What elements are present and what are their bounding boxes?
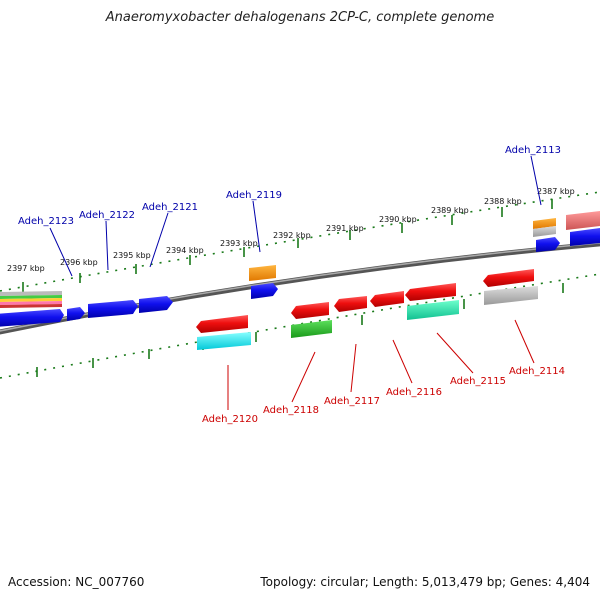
gene-arrow xyxy=(0,309,64,327)
feature-grey xyxy=(533,226,556,237)
kbp-label: 2389 kbp xyxy=(431,206,469,215)
gene-arrow xyxy=(405,283,456,301)
outer-major-ticks xyxy=(22,199,553,292)
forward-gene-arrows xyxy=(0,228,600,327)
gene-label-adeh-2120: Adeh_2120 xyxy=(202,414,258,425)
gene-arrow xyxy=(139,296,173,313)
kbp-label: 2393 kbp xyxy=(220,239,258,248)
kbp-label: 2390 kbp xyxy=(379,215,417,224)
gene-arrow xyxy=(570,228,600,246)
feature-orange xyxy=(249,265,276,281)
forward-label-leaders xyxy=(49,155,542,277)
accession-text: Accession: NC_007760 xyxy=(8,575,145,589)
gene-label-adeh-2123: Adeh_2123 xyxy=(18,216,74,227)
gene-label-adeh-2122: Adeh_2122 xyxy=(79,210,135,221)
gene-arrow xyxy=(196,315,248,333)
kbp-label: 2388 kbp xyxy=(484,197,522,206)
feature-stack-left xyxy=(0,291,62,308)
feature-green xyxy=(291,320,332,338)
gene-label-adeh-2116: Adeh_2116 xyxy=(386,387,442,398)
outer-tick-ruler xyxy=(0,191,600,292)
gene-label-adeh-2113: Adeh_2113 xyxy=(505,145,561,156)
kbp-label: 2391 kbp xyxy=(326,224,364,233)
gene-arrow xyxy=(370,291,404,307)
feature-orange xyxy=(533,218,556,229)
kbp-label: 2387 kbp xyxy=(537,187,575,196)
gene-label-adeh-2114: Adeh_2114 xyxy=(509,366,565,377)
reverse-gene-arrows xyxy=(196,269,534,333)
kbp-label: 2394 kbp xyxy=(166,246,204,255)
genome-backbone xyxy=(0,241,600,335)
feature-pink xyxy=(566,211,600,230)
gene-arrow xyxy=(291,302,329,319)
gene-arrow xyxy=(536,237,560,252)
gene-arrow xyxy=(251,283,278,299)
gene-label-adeh-2119: Adeh_2119 xyxy=(226,190,282,201)
gene-label-adeh-2121: Adeh_2121 xyxy=(142,202,198,213)
topology-text: Topology: circular; Length: 5,013,479 bp… xyxy=(260,575,590,589)
gene-label-adeh-2117: Adeh_2117 xyxy=(324,396,380,407)
gene-arrow xyxy=(67,307,85,321)
kbp-label: 2392 kbp xyxy=(273,231,311,240)
gene-arrow xyxy=(334,296,367,312)
gene-arrow xyxy=(483,269,534,287)
map-title: Anaeromyxobacter dehalogenans 2CP-C, com… xyxy=(105,10,495,25)
feature-grey xyxy=(484,286,538,305)
kbp-label: 2395 kbp xyxy=(113,251,151,260)
kbp-label: 2396 kbp xyxy=(60,258,98,267)
gene-label-adeh-2115: Adeh_2115 xyxy=(450,376,506,387)
kbp-label: 2397 kbp xyxy=(7,264,45,273)
gene-arrow xyxy=(88,300,138,318)
feature-teal xyxy=(407,300,459,320)
gene-label-adeh-2118: Adeh_2118 xyxy=(263,405,319,416)
inner-tick-ruler xyxy=(0,273,600,379)
reverse-label-leaders xyxy=(227,319,535,410)
feature-cyan xyxy=(197,332,251,350)
